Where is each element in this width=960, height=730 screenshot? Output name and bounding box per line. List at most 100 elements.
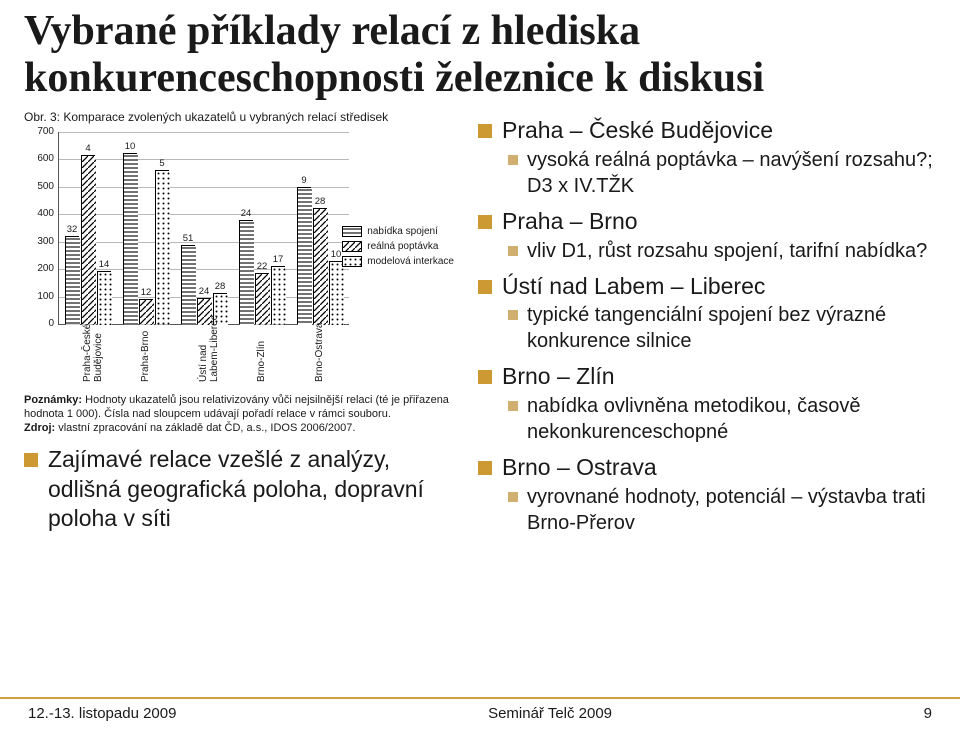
plot-area: 32 4 14 10 12 5 51 24 28 24 22 17 9 28 10: [58, 132, 349, 325]
bar: [123, 153, 137, 324]
x-tick-label: Praha-Brno: [141, 324, 152, 382]
bar-value-label: 32: [67, 224, 78, 235]
bar: [181, 245, 195, 325]
legend-swatch: [342, 256, 362, 267]
legend-label: nabídka spojení: [367, 226, 438, 237]
bullet-text: Brno – Ostrava: [502, 453, 657, 482]
bullet-icon: [478, 461, 492, 475]
legend-label: modelová interkace: [367, 256, 454, 267]
legend-swatch: [342, 226, 362, 237]
legend-item: reálná poptávka: [342, 241, 454, 252]
y-tick-label: 300: [26, 236, 54, 247]
bar: [65, 236, 79, 324]
sub-bullet: vliv D1, růst rozsahu spojení, tarifní n…: [508, 238, 936, 264]
bar: [155, 170, 169, 324]
page-title: Vybrané příklady relací z hlediska konku…: [24, 8, 936, 102]
sub-bullet: vysoká reálná poptávka – navýšení rozsah…: [508, 147, 936, 199]
sub-bullet-icon: [508, 310, 518, 320]
bar-value-label: 14: [99, 259, 110, 270]
chart-legend: nabídka spojení reálná poptávka modelová…: [342, 226, 454, 271]
bar-value-label: 10: [125, 141, 136, 152]
bar-value-label: 4: [85, 143, 90, 154]
sub-bullet: nabídka ovlivněna metodikou, časově neko…: [508, 393, 936, 445]
x-tick-label: Brno-Ostrava: [315, 324, 326, 382]
bullet-icon: [24, 453, 38, 467]
sub-bullet: vyrovnané hodnoty, potenciál – výstavba …: [508, 484, 936, 536]
legend-label: reálná poptávka: [367, 241, 438, 252]
y-tick-label: 700: [26, 126, 54, 137]
bullet-icon: [478, 215, 492, 229]
bar-value-label: 24: [241, 208, 252, 219]
sub-bullet-text: vyrovnané hodnoty, potenciál – výstavba …: [527, 484, 936, 536]
sub-bullet-text: vysoká reálná poptávka – navýšení rozsah…: [527, 147, 936, 199]
y-tick-label: 600: [26, 153, 54, 164]
title-line-2: konkurenceschopnosti železnice k diskusi: [24, 55, 764, 101]
sub-bullet-icon: [508, 246, 518, 256]
sub-bullet-icon: [508, 155, 518, 165]
sub-bullet-text: typické tangenciální spojení bez výrazné…: [527, 302, 936, 354]
chart-notes: Poznámky: Hodnoty ukazatelů jsou relativ…: [24, 394, 454, 435]
sub-bullet-text: nabídka ovlivněna metodikou, časově neko…: [527, 393, 936, 445]
left-bullet-text: Zajímavé relace vzešlé z analýzy, odlišn…: [48, 445, 454, 533]
bar-value-label: 5: [159, 158, 164, 169]
bar-value-label: 17: [273, 254, 284, 265]
bar: [313, 208, 327, 325]
bar-value-label: 12: [141, 287, 152, 298]
chart: 0 100 200 300 400 500 600 700 32 4 14 10 12 5 51 24 28 2…: [24, 128, 454, 388]
y-tick-label: 200: [26, 263, 54, 274]
bullet-text: Praha – Brno: [502, 207, 638, 236]
source-label: Zdroj:: [24, 422, 55, 434]
bullet-main: Praha – Brno: [478, 207, 936, 236]
bar: [139, 299, 153, 324]
y-tick-label: 100: [26, 291, 54, 302]
bar-value-label: 24: [199, 286, 210, 297]
bar: [239, 220, 253, 324]
bar-value-label: 22: [257, 261, 268, 272]
y-tick-label: 400: [26, 208, 54, 219]
footer-date: 12.-13. listopadu 2009: [28, 705, 176, 722]
notes-text: Hodnoty ukazatelů jsou relativizovány vů…: [24, 394, 449, 420]
bullet-text: Ústí nad Labem – Liberec: [502, 272, 765, 301]
sub-bullet-icon: [508, 492, 518, 502]
bullet-text: Brno – Zlín: [502, 362, 615, 391]
bullet-main: Brno – Ostrava: [478, 453, 936, 482]
source-text: vlastní zpracování na základě dat ČD, a.…: [55, 422, 355, 434]
bullet-main: Ústí nad Labem – Liberec: [478, 272, 936, 301]
footer: 12.-13. listopadu 2009 Seminář Telč 2009…: [0, 697, 960, 722]
bullet-main: Brno – Zlín: [478, 362, 936, 391]
x-tick-label: Brno-Zlín: [257, 324, 268, 382]
bar-value-label: 28: [315, 196, 326, 207]
bar: [329, 261, 343, 324]
bullet-icon: [478, 280, 492, 294]
bullet-main: Praha – České Budějovice: [478, 116, 936, 145]
bar: [97, 271, 111, 324]
bar-value-label: 28: [215, 281, 226, 292]
legend-item: nabídka spojení: [342, 226, 454, 237]
figure-caption: Obr. 3: Komparace zvolených ukazatelů u …: [24, 110, 454, 124]
bar: [81, 155, 95, 324]
left-column: Obr. 3: Komparace zvolených ukazatelů u …: [24, 108, 454, 536]
sub-bullet-icon: [508, 401, 518, 411]
footer-event: Seminář Telč 2009: [488, 705, 612, 722]
y-tick-label: 500: [26, 181, 54, 192]
bar-value-label: 51: [183, 233, 194, 244]
slide-page: Vybrané příklady relací z hlediska konku…: [0, 0, 960, 730]
legend-swatch: [342, 241, 362, 252]
bullet-icon: [478, 124, 492, 138]
y-tick-label: 0: [26, 318, 54, 329]
bullet-icon: [478, 370, 492, 384]
content-columns: Obr. 3: Komparace zvolených ukazatelů u …: [24, 108, 936, 536]
bullet-text: Praha – České Budějovice: [502, 116, 773, 145]
bar-value-label: 9: [301, 175, 306, 186]
sub-bullet-text: vliv D1, růst rozsahu spojení, tarifní n…: [527, 238, 927, 264]
sub-bullet: typické tangenciální spojení bez výrazné…: [508, 302, 936, 354]
footer-page-number: 9: [924, 705, 932, 722]
title-line-1: Vybrané příklady relací z hlediska: [24, 8, 640, 54]
x-tick-label: Ústí nadLabem-Liberec: [199, 324, 220, 382]
right-column: Praha – České Budějovicevysoká reálná po…: [478, 108, 936, 536]
legend-item: modelová interkace: [342, 256, 454, 267]
x-tick-label: Praha-ČeskéBudějovice: [83, 324, 104, 382]
bar: [297, 187, 311, 324]
bar-value-label: 10: [331, 249, 342, 260]
bar: [271, 266, 285, 324]
